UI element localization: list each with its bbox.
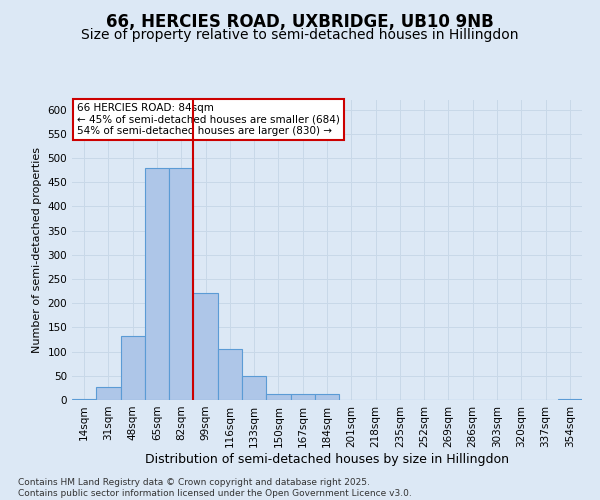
Bar bbox=[193, 292, 218, 400]
Y-axis label: Number of semi-detached properties: Number of semi-detached properties bbox=[32, 147, 42, 353]
Bar bbox=[96, 387, 121, 400]
Text: 66, HERCIES ROAD, UXBRIDGE, UB10 9NB: 66, HERCIES ROAD, UXBRIDGE, UB10 9NB bbox=[106, 12, 494, 30]
Bar bbox=[72, 399, 96, 400]
Bar bbox=[218, 349, 242, 400]
Text: Size of property relative to semi-detached houses in Hillingdon: Size of property relative to semi-detach… bbox=[81, 28, 519, 42]
Bar bbox=[242, 376, 266, 400]
Bar bbox=[266, 394, 290, 400]
Bar bbox=[558, 399, 582, 400]
Text: 66 HERCIES ROAD: 84sqm
← 45% of semi-detached houses are smaller (684)
54% of se: 66 HERCIES ROAD: 84sqm ← 45% of semi-det… bbox=[77, 103, 340, 136]
Bar bbox=[169, 168, 193, 400]
Bar bbox=[290, 394, 315, 400]
Text: Contains HM Land Registry data © Crown copyright and database right 2025.
Contai: Contains HM Land Registry data © Crown c… bbox=[18, 478, 412, 498]
X-axis label: Distribution of semi-detached houses by size in Hillingdon: Distribution of semi-detached houses by … bbox=[145, 452, 509, 466]
Bar bbox=[121, 336, 145, 400]
Bar bbox=[145, 168, 169, 400]
Bar bbox=[315, 394, 339, 400]
